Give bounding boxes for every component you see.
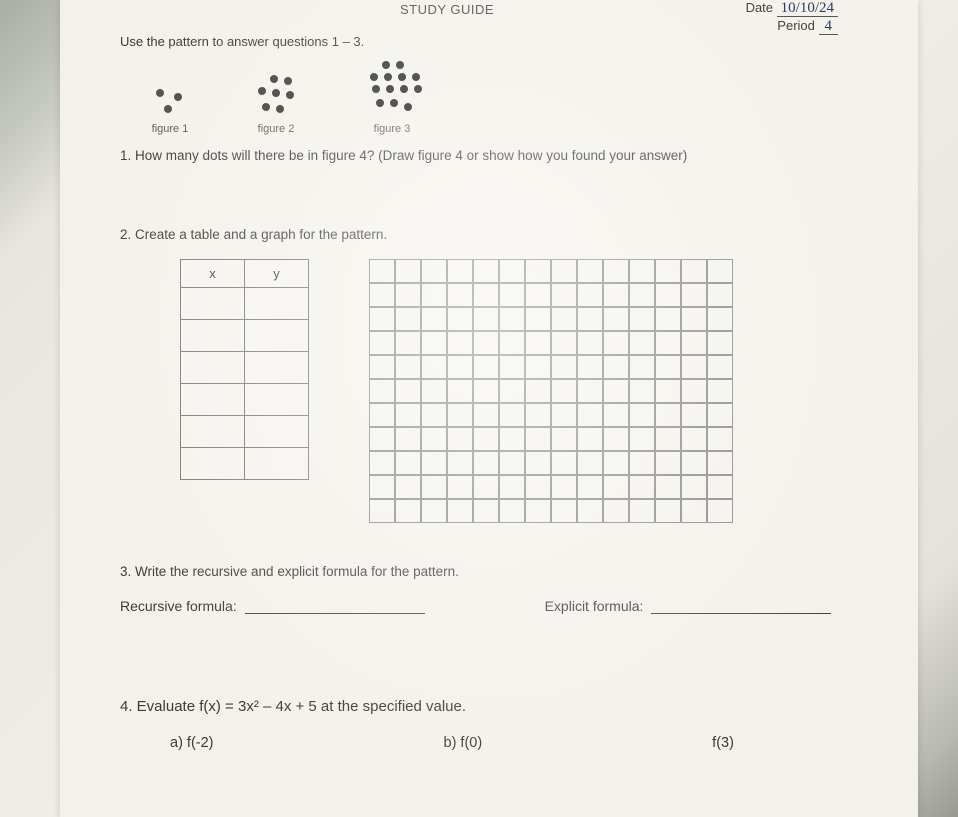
explicit-formula-field: Explicit formula: bbox=[545, 598, 832, 614]
table-cell[interactable] bbox=[181, 415, 245, 447]
figures-row: figure 1 figure 2 figure 3 bbox=[150, 61, 868, 135]
period-value: 4 bbox=[819, 18, 839, 35]
date-value: 10/10/24 bbox=[777, 0, 838, 17]
figure-2-dots bbox=[250, 75, 302, 117]
table-cell[interactable] bbox=[245, 319, 309, 351]
graph-grid bbox=[369, 259, 733, 523]
q4-part-c: f(3) bbox=[712, 735, 734, 751]
xy-table: xy bbox=[180, 259, 309, 480]
q4-part-b: b) f(0) bbox=[444, 735, 483, 751]
worksheet-paper: STUDY GUIDE Date 10/10/24 Period 4 Use t… bbox=[60, 0, 918, 817]
figure-1-label: figure 1 bbox=[150, 123, 190, 135]
figure-3-label: figure 3 bbox=[362, 123, 422, 135]
table-cell[interactable] bbox=[181, 287, 245, 319]
table-cell[interactable] bbox=[181, 351, 245, 383]
figure-2: figure 2 bbox=[250, 75, 302, 135]
table-cell[interactable] bbox=[245, 287, 309, 319]
period-label: Period bbox=[777, 18, 815, 33]
figure-3-dots bbox=[362, 61, 422, 117]
figure-1-dots bbox=[150, 87, 190, 117]
explicit-blank[interactable] bbox=[651, 600, 831, 614]
recursive-blank[interactable] bbox=[245, 600, 425, 614]
table-cell[interactable] bbox=[245, 415, 309, 447]
question-4: 4. Evaluate f(x) = 3x² – 4x + 5 at the s… bbox=[120, 696, 868, 717]
table-header-x: x bbox=[181, 259, 245, 287]
question-3: 3. Write the recursive and explicit form… bbox=[120, 563, 868, 582]
table-cell[interactable] bbox=[245, 447, 309, 479]
content-area: Use the pattern to answer questions 1 – … bbox=[60, 34, 918, 751]
question-2: 2. Create a table and a graph for the pa… bbox=[120, 226, 868, 245]
date-field: Date 10/10/24 bbox=[746, 0, 838, 17]
question-4-parts: a) f(-2) b) f(0) f(3) bbox=[170, 735, 868, 751]
recursive-formula-field: Recursive formula: bbox=[120, 598, 425, 614]
table-cell[interactable] bbox=[181, 447, 245, 479]
page-title: STUDY GUIDE bbox=[400, 2, 494, 17]
table-cell[interactable] bbox=[181, 319, 245, 351]
figure-3: figure 3 bbox=[362, 61, 422, 135]
formula-row: Recursive formula: Explicit formula: bbox=[120, 598, 868, 614]
explicit-label: Explicit formula: bbox=[545, 598, 644, 614]
figure-2-label: figure 2 bbox=[250, 123, 302, 135]
question-2-content: xy bbox=[180, 259, 868, 523]
table-header-y: y bbox=[245, 259, 309, 287]
period-field: Period 4 bbox=[777, 18, 838, 35]
question-1: 1. How many dots will there be in figure… bbox=[120, 147, 868, 166]
q4-part-a: a) f(-2) bbox=[170, 735, 214, 751]
date-label: Date bbox=[746, 0, 773, 15]
recursive-label: Recursive formula: bbox=[120, 598, 237, 614]
instruction-text: Use the pattern to answer questions 1 – … bbox=[120, 34, 868, 49]
table-cell[interactable] bbox=[245, 351, 309, 383]
table-cell[interactable] bbox=[181, 383, 245, 415]
figure-1: figure 1 bbox=[150, 87, 190, 135]
table-cell[interactable] bbox=[245, 383, 309, 415]
header-row: STUDY GUIDE Date 10/10/24 Period 4 bbox=[60, 0, 918, 30]
